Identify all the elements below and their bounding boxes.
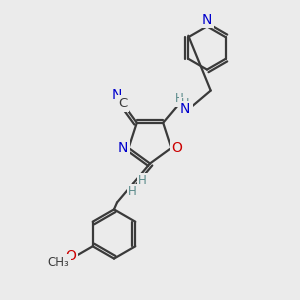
Text: N: N	[181, 99, 191, 113]
Text: N: N	[112, 88, 122, 102]
Text: H: H	[181, 98, 189, 108]
Text: N: N	[202, 13, 212, 27]
Text: H: H	[175, 92, 184, 106]
Text: C: C	[118, 97, 127, 110]
Text: O: O	[65, 249, 76, 263]
Text: H: H	[128, 185, 136, 198]
Text: N: N	[118, 141, 128, 155]
Text: O: O	[171, 141, 182, 155]
Text: H: H	[138, 173, 147, 187]
Text: CH₃: CH₃	[47, 256, 69, 269]
Text: N: N	[180, 102, 190, 116]
